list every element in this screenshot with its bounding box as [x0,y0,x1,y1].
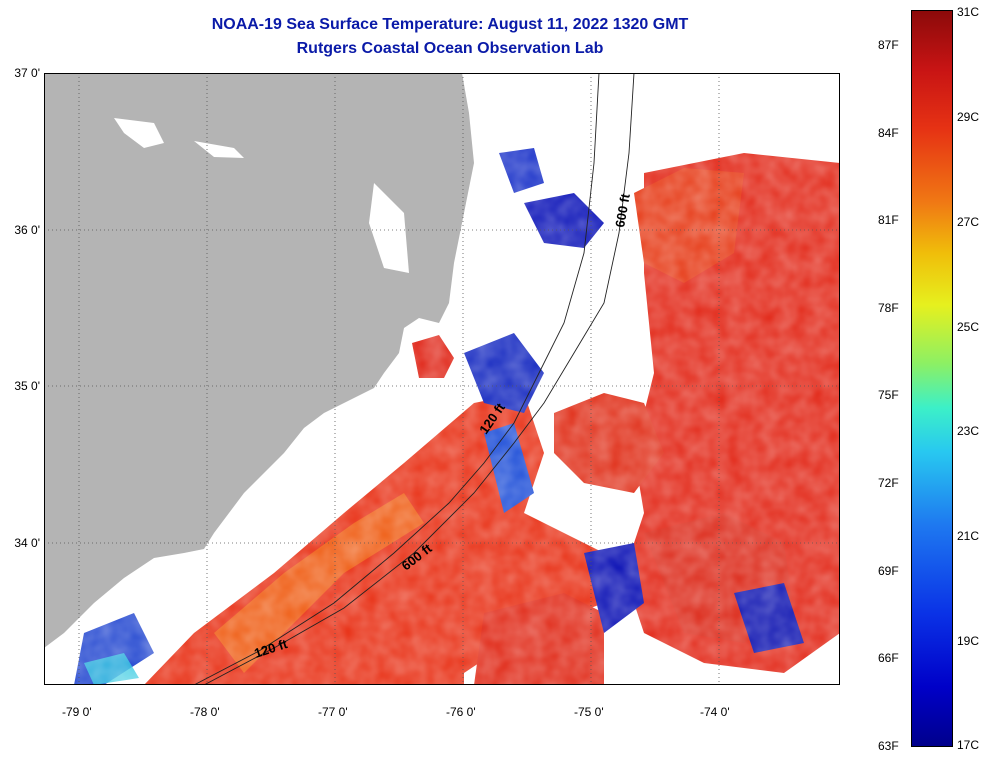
inland-water-2 [194,141,244,158]
lon-label: -79 0' [62,705,92,719]
lon-label: -75 0' [574,705,604,719]
lon-label: -77 0' [318,705,348,719]
lat-label: 35 0' [14,379,40,393]
colorbar-f-label: 84F [878,126,899,140]
map-title: NOAA-19 Sea Surface Temperature: August … [211,16,689,33]
colorbar-c-label: 31C [957,5,980,19]
lon-label: -74 0' [700,705,730,719]
map-subtitle: Rutgers Coastal Ocean Observation Lab [296,40,604,57]
colorbar-f-label: 72F [878,476,899,490]
bathymetry-contours [193,73,635,685]
colorbar-f-label: 63F [878,739,899,753]
colorbar-c-label: 23C [957,424,980,438]
colorbar [911,10,953,747]
colorbar-c-label: 21C [957,529,980,543]
lat-label: 36 0' [14,223,40,237]
colorbar-c-label: 17C [957,738,980,752]
lat-label: 34 0' [14,536,40,550]
colorbar-f-label: 75F [878,388,899,402]
lat-label: 37 0' [14,66,40,80]
land [44,73,474,648]
colorbar-c-label: 19C [957,634,980,648]
map-frame [44,73,840,685]
colorbar-c-label: 29C [957,110,980,124]
inland-water-1 [114,118,164,148]
colorbar-f-label: 87F [878,38,899,52]
colorbar-c-label: 25C [957,320,980,334]
colorbar-f-label: 81F [878,213,899,227]
lon-label: -76 0' [446,705,476,719]
sst-map: 120 ft 600 ft 120 ft 600 ft [44,73,840,685]
contour-label: 600 ft [612,192,633,229]
colorbar-f-label: 78F [878,301,899,315]
colorbar-f-label: 69F [878,564,899,578]
colorbar-f-label: 66F [878,651,899,665]
colorbar-c-label: 27C [957,215,980,229]
inland-water-sound [369,183,409,273]
graticule [44,73,840,685]
lon-label: -78 0' [190,705,220,719]
